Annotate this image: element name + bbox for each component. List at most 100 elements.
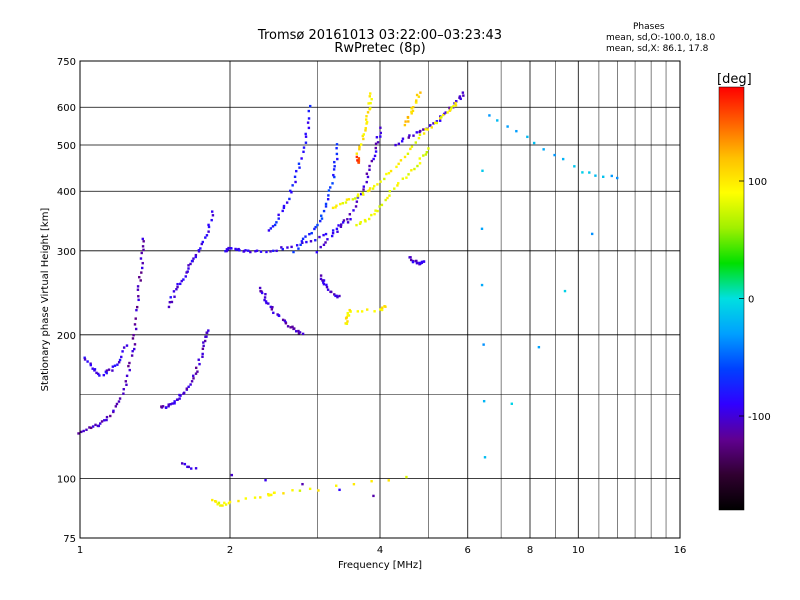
data-point <box>180 279 183 283</box>
data-point <box>358 147 361 151</box>
data-point <box>211 498 214 502</box>
data-point <box>438 119 442 122</box>
data-point <box>259 496 262 499</box>
data-point <box>345 316 349 319</box>
data-point <box>369 101 372 105</box>
data-point <box>169 296 172 299</box>
data-point <box>370 159 374 163</box>
x-tick-label: 6 <box>465 545 471 556</box>
data-point <box>362 188 365 191</box>
data-point <box>304 135 308 138</box>
data-point <box>131 337 135 340</box>
data-point <box>295 244 299 247</box>
data-point <box>237 247 240 251</box>
data-point <box>286 246 289 249</box>
data-point <box>139 279 142 282</box>
data-point <box>216 503 219 506</box>
data-point <box>134 327 138 331</box>
data-point <box>83 356 86 359</box>
data-point <box>418 157 421 160</box>
data-point <box>102 373 105 377</box>
data-point <box>183 391 186 395</box>
data-point <box>349 218 352 221</box>
data-point <box>322 283 326 286</box>
data-point <box>125 374 129 378</box>
data-point <box>396 184 399 187</box>
data-point <box>88 426 91 429</box>
data-point <box>415 261 419 265</box>
data-point <box>356 193 360 196</box>
data-point <box>410 145 414 148</box>
data-point <box>354 205 358 208</box>
data-point <box>93 369 96 372</box>
data-point <box>610 174 613 178</box>
data-point <box>307 117 311 120</box>
data-point <box>125 383 128 387</box>
data-point <box>202 341 205 344</box>
data-point <box>128 361 131 365</box>
data-point <box>253 496 257 499</box>
data-point <box>225 249 228 253</box>
data-point <box>295 169 298 173</box>
data-point <box>430 126 433 129</box>
y-tick-label: 100 <box>57 474 76 485</box>
data-point <box>314 225 317 229</box>
data-point <box>362 137 365 141</box>
data-point <box>125 344 129 347</box>
data-point <box>379 126 382 129</box>
data-point <box>424 153 428 156</box>
colorbar-tick-label: -100 <box>748 412 771 423</box>
y-tick-label: 750 <box>57 57 76 68</box>
data-point <box>219 504 222 507</box>
data-point <box>134 317 137 320</box>
data-point <box>137 295 140 298</box>
data-point <box>97 372 100 376</box>
data-point <box>331 231 335 235</box>
data-point <box>458 95 462 98</box>
data-point <box>588 171 591 174</box>
data-point <box>310 231 313 235</box>
data-point <box>561 157 565 161</box>
data-point <box>448 109 452 112</box>
data-point <box>271 225 275 228</box>
data-point <box>238 249 241 252</box>
data-point <box>594 174 597 177</box>
y-tick-label: 300 <box>57 247 76 258</box>
data-point <box>329 186 332 189</box>
data-point <box>268 493 272 497</box>
data-point <box>302 146 306 149</box>
data-point <box>440 115 443 119</box>
data-point <box>294 180 297 184</box>
data-point <box>370 480 373 483</box>
y-axis: 75 100 200 300 400 500 600 750 <box>57 57 76 545</box>
data-point <box>168 301 172 304</box>
data-point <box>281 318 285 322</box>
data-point <box>329 290 332 294</box>
data-point <box>449 107 453 111</box>
data-point <box>264 300 268 303</box>
data-point <box>141 266 144 270</box>
data-point <box>347 198 351 201</box>
data-point <box>105 371 108 375</box>
data-point <box>105 369 109 372</box>
data-point <box>133 343 137 346</box>
data-point <box>378 205 381 208</box>
data-point <box>267 302 270 305</box>
data-point <box>263 296 267 299</box>
x-tick-label: 1 <box>77 545 83 556</box>
data-point <box>379 135 382 138</box>
data-point <box>141 245 145 248</box>
data-point <box>264 479 267 482</box>
data-point <box>320 214 323 217</box>
data-point <box>109 414 112 418</box>
y-axis-label: Stationary phase Virtual Height [km] <box>40 208 51 392</box>
data-point <box>553 153 556 157</box>
data-point <box>136 288 140 291</box>
data-point <box>302 150 305 154</box>
data-point <box>405 176 408 179</box>
data-point <box>379 308 382 311</box>
data-point <box>454 104 458 107</box>
data-point <box>309 240 313 243</box>
data-point <box>410 169 413 172</box>
data-point <box>330 234 334 238</box>
